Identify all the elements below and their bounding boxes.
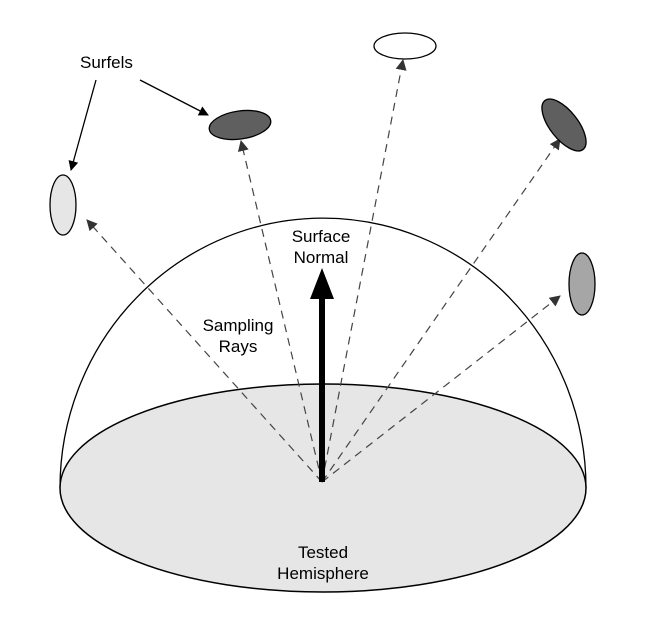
surface-normal-label-line2: Normal (293, 248, 349, 267)
surfel-left (49, 174, 77, 236)
surface-normal-label-line1: Surface (291, 227, 351, 246)
tested-hemisphere-label-line1: Tested (297, 543, 349, 562)
sampling-rays-label-line1: Sampling (202, 316, 274, 335)
surfels-label: Surfels (80, 52, 133, 73)
surfel-upper-right (541, 98, 587, 152)
sampling-rays-label-line2: Rays (218, 337, 258, 356)
sampling-rays-label: Sampling Rays (188, 315, 288, 357)
surfel-top (373, 32, 437, 60)
surfels-label-text: Surfels (80, 53, 133, 72)
tested-hemisphere-label: Tested Hemisphere (263, 542, 383, 584)
sampling-ray-left (86, 219, 323, 483)
surfel-upper-left (208, 109, 272, 141)
sampling-ray-top (321, 59, 407, 483)
surfel-right (568, 252, 596, 316)
surface-normal-label: Surface Normal (276, 226, 366, 268)
tested-hemisphere-label-line2: Hemisphere (277, 564, 369, 583)
surfels-callout-arrow-left (68, 79, 97, 171)
hemisphere-dome (59, 217, 587, 489)
sampling-ray-upper-left (237, 140, 323, 483)
surfels-callout-arrow-right (139, 79, 209, 116)
surface-normal-arrowhead (310, 268, 334, 299)
